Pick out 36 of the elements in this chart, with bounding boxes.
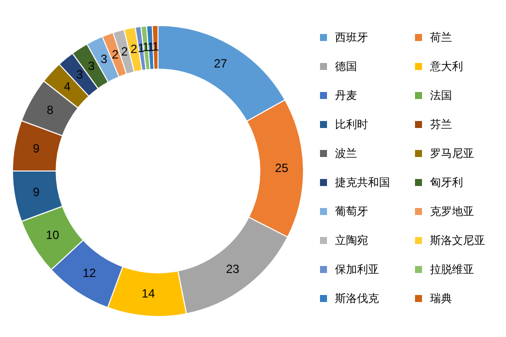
legend-label: 瑞典 — [430, 290, 452, 306]
legend-label: 芬兰 — [430, 116, 452, 132]
legend-label: 匈牙利 — [430, 174, 463, 190]
legend-label: 荷兰 — [430, 30, 452, 44]
data-label: 8 — [46, 102, 54, 117]
data-label: 12 — [82, 266, 96, 280]
legend-label: 捷克共和国 — [335, 174, 390, 190]
data-label: 23 — [226, 262, 240, 276]
legend-label: 保加利亚 — [335, 262, 379, 276]
legend-label: 德国 — [335, 58, 357, 74]
legend-label: 拉脱维亚 — [430, 262, 474, 276]
legend-label: 比利时 — [335, 116, 368, 132]
legend-label: 法国 — [430, 88, 452, 102]
legend-label: 西班牙 — [335, 30, 368, 44]
data-label: 2 — [112, 47, 119, 62]
data-label: 2 — [130, 42, 138, 56]
data-label: 3 — [100, 52, 108, 66]
legend-label: 立陶宛 — [335, 232, 368, 248]
legend-label: 斯洛伐克 — [335, 290, 379, 306]
legend-label: 丹麦 — [335, 88, 357, 102]
data-label: 25 — [274, 160, 289, 175]
data-label: 14 — [142, 286, 156, 301]
legend-label: 意大利 — [430, 58, 463, 74]
data-label: 4 — [64, 79, 71, 94]
data-label: 10 — [46, 228, 60, 242]
data-label: 3 — [76, 68, 84, 82]
data-label: 9 — [32, 185, 40, 200]
data-label: 27 — [214, 56, 228, 71]
legend-label: 波兰 — [335, 146, 357, 160]
legend-label: 罗马尼亚 — [430, 146, 474, 160]
legend-label: 葡萄牙 — [335, 204, 368, 218]
data-label: 2 — [121, 44, 128, 58]
legend-label: 斯洛文尼亚 — [430, 232, 485, 248]
legend-label: 克罗地亚 — [430, 204, 474, 218]
data-label: 3 — [88, 59, 95, 74]
data-label: 9 — [32, 142, 40, 156]
